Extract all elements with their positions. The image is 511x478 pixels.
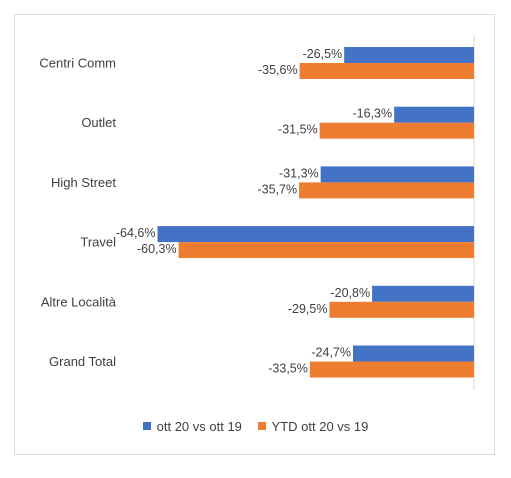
- data-label: -31,3%: [279, 166, 319, 180]
- category-label: Grand Total: [49, 354, 116, 369]
- category-label: Altre Località: [41, 294, 117, 309]
- category-label: High Street: [51, 175, 116, 190]
- legend-item-series-1: ott 20 vs ott 19: [142, 418, 242, 434]
- bar-series-2: [299, 182, 474, 199]
- data-label: -29,5%: [288, 302, 328, 316]
- legend-label: YTD ott 20 vs 19: [271, 418, 369, 434]
- bar-series-1: [394, 106, 474, 123]
- bar-series-1: [320, 166, 474, 183]
- bar-series-1: [344, 47, 474, 63]
- data-label: -35,6%: [258, 63, 298, 77]
- category-label: Travel: [80, 235, 116, 250]
- bar-series-2: [329, 301, 474, 318]
- category-label: Outlet: [81, 115, 116, 130]
- legend: ott 20 vs ott 19 YTD ott 20 vs 19: [0, 418, 511, 434]
- bar-series-2: [309, 361, 474, 378]
- legend-item-series-2: YTD ott 20 vs 19: [257, 418, 369, 434]
- data-label: -16,3%: [353, 107, 393, 121]
- data-label: -20,8%: [330, 286, 370, 300]
- bar-series-1: [157, 226, 474, 243]
- legend-swatch: [257, 422, 266, 430]
- data-label: -31,5%: [278, 123, 318, 137]
- bar-series-1: [352, 345, 474, 362]
- bar-series-1: [372, 285, 474, 302]
- bar-series-2: [319, 122, 474, 139]
- bar-chart: Centri Comm -26,5% -35,6% Outlet -16,3% -31,5…: [39, 35, 475, 390]
- bar-series-2: [178, 242, 475, 259]
- legend-label: ott 20 vs ott 19: [156, 418, 242, 434]
- data-label: -33,5%: [268, 362, 308, 376]
- bar-series-2: [299, 63, 474, 79]
- data-label: -60,3%: [137, 242, 177, 256]
- data-label: -64,6%: [116, 226, 156, 240]
- category-label: Centri Comm: [39, 56, 116, 71]
- data-label: -26,5%: [303, 47, 343, 61]
- data-label: -24,7%: [311, 346, 351, 360]
- data-label: -35,7%: [257, 182, 297, 196]
- legend-swatch: [142, 422, 151, 430]
